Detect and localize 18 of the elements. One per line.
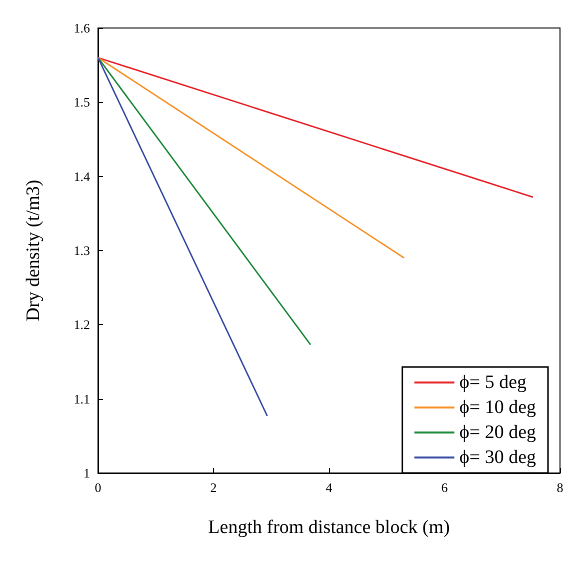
y-axis-title: Dry density (t/m3) bbox=[23, 180, 44, 322]
x-tick-label: 4 bbox=[326, 480, 333, 495]
y-tick-label: 1.2 bbox=[74, 317, 90, 332]
y-tick-label: 1.4 bbox=[74, 168, 90, 184]
x-axis-title: Length from distance block (m) bbox=[208, 517, 450, 538]
x-tick-label: 2 bbox=[210, 480, 217, 495]
y-tick-label: 1 bbox=[84, 466, 90, 480]
x-tick-label: 0 bbox=[94, 480, 102, 495]
y-tick-label: 1.5 bbox=[74, 94, 90, 110]
legend-label: ϕ= 10 deg bbox=[459, 397, 536, 418]
legend-label: ϕ= 20 deg bbox=[459, 422, 536, 443]
legend-label: ϕ= 30 deg bbox=[459, 447, 536, 468]
y-tick-label: 1.6 bbox=[74, 20, 90, 36]
x-tick-label: 6 bbox=[441, 480, 448, 495]
y-tick-label: 1.1 bbox=[74, 391, 90, 406]
legend-label: ϕ= 5 deg bbox=[459, 372, 527, 393]
x-tick-label: 8 bbox=[556, 480, 564, 495]
y-tick-label: 1.3 bbox=[74, 243, 90, 258]
